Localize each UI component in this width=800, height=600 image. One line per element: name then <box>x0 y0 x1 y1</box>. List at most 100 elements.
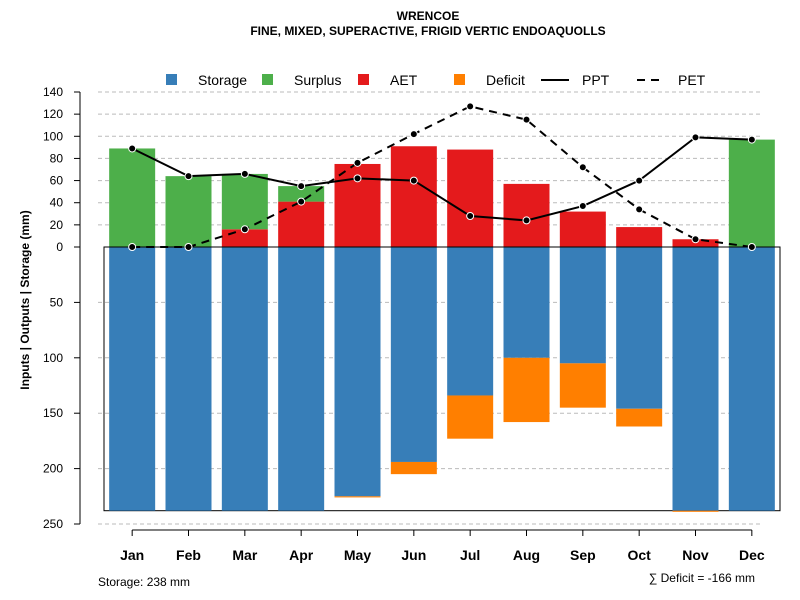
aet-bar <box>616 227 663 247</box>
ppt-line-point <box>578 202 587 211</box>
storage-bar <box>390 247 437 462</box>
storage-bar <box>165 247 212 511</box>
deficit-bar <box>616 408 663 427</box>
y-tick-label: 140 <box>43 85 63 99</box>
ppt-line-point <box>522 216 531 225</box>
ppt-line-point <box>635 176 644 185</box>
pet-line-point <box>522 115 531 124</box>
y-tick-label: 80 <box>50 151 64 165</box>
storage-bar <box>109 247 156 511</box>
ppt-line-point <box>691 133 700 142</box>
pet-line <box>132 105 752 248</box>
ppt-line-point <box>353 174 362 183</box>
deficit-bar <box>503 357 550 423</box>
chart-title: WRENCOE <box>397 9 460 23</box>
y-tick-label: 0 <box>56 240 63 254</box>
x-tick-label: Dec <box>739 547 765 563</box>
pet-line-point <box>409 130 418 139</box>
pet-line-point <box>466 102 475 111</box>
legend-aet-swatch <box>358 74 369 85</box>
x-tick-label: Aug <box>513 547 540 563</box>
y-tick-label: 250 <box>43 517 63 531</box>
pet-line-point <box>297 197 306 206</box>
lines <box>128 102 756 251</box>
y-tick-label: 150 <box>43 406 63 420</box>
legend-deficit-swatch <box>454 74 465 85</box>
ppt-line-point <box>128 144 137 153</box>
deficit-bar <box>672 510 719 512</box>
storage-bar <box>221 247 268 511</box>
bars <box>103 139 781 512</box>
x-tick-label: Nov <box>682 547 709 563</box>
x-tick-label: Jul <box>460 547 480 563</box>
x-tick-label: Jun <box>401 547 426 563</box>
y-tick-label: 100 <box>43 129 63 143</box>
x-tick-label: Oct <box>627 547 651 563</box>
storage-bar <box>559 247 606 364</box>
surplus-bar <box>278 186 325 202</box>
legend-surplus-swatch <box>262 74 273 85</box>
surplus-bar <box>109 148 156 247</box>
x-tick-label: Sep <box>570 547 596 563</box>
y-tick-label: 120 <box>43 107 63 121</box>
legend-surplus-label: Surplus <box>294 72 341 88</box>
deficit-bar <box>559 363 606 408</box>
deficit-footer: ∑ Deficit = -166 mm <box>649 571 755 585</box>
ppt-line-point <box>747 135 756 144</box>
aet-bar <box>559 211 606 247</box>
legend-storage-swatch <box>166 74 177 85</box>
surplus-bar <box>728 139 775 247</box>
ppt-line-point <box>409 176 418 185</box>
pet-line-point <box>240 225 249 234</box>
storage-footer: Storage: 238 mm <box>98 575 190 589</box>
ppt-line-point <box>466 212 475 220</box>
pet-line-point <box>128 243 137 251</box>
y-tick-label: 40 <box>50 196 64 210</box>
x-tick-label: Feb <box>176 547 201 563</box>
y-tick-label: 200 <box>43 462 63 476</box>
surplus-bar <box>221 173 268 230</box>
deficit-bar <box>390 461 437 475</box>
ppt-line-point <box>184 172 193 181</box>
pet-line-point <box>747 243 756 251</box>
legend-ppt-label: PPT <box>582 72 610 88</box>
surplus-bar <box>165 176 212 247</box>
x-tick-label: May <box>344 547 371 563</box>
legend: Storage Surplus AET Deficit PPT PET <box>166 72 706 88</box>
ppt-line <box>131 136 752 222</box>
y-tick-label: 20 <box>50 218 64 232</box>
deficit-bar <box>447 395 494 439</box>
y-tick-label: 100 <box>43 351 63 365</box>
x-tick-label: Jan <box>120 547 144 563</box>
ppt-line-point <box>297 182 306 191</box>
storage-bar <box>334 247 381 497</box>
pet-line-point <box>635 205 644 214</box>
storage-bar <box>672 247 719 511</box>
y-axis-label: Inputs | Outputs | Storage (mm) <box>18 210 32 389</box>
storage-bar <box>728 247 775 511</box>
y-tick-label: 60 <box>50 174 64 188</box>
ppt-line-point <box>240 169 249 178</box>
chart-subtitle: FINE, MIXED, SUPERACTIVE, FRIGID VERTIC … <box>250 24 605 38</box>
storage-bar <box>278 247 325 511</box>
y-tick-label: 50 <box>50 295 64 309</box>
legend-aet-label: AET <box>390 72 418 88</box>
aet-bar <box>503 183 550 247</box>
deficit-bar <box>334 496 381 498</box>
legend-deficit-label: Deficit <box>486 72 525 88</box>
pet-line-point <box>184 243 193 251</box>
storage-bar <box>503 247 550 358</box>
aet-bar <box>390 146 437 247</box>
pet-line-point <box>691 235 700 244</box>
aet-bar <box>447 149 494 247</box>
storage-bar <box>616 247 663 409</box>
axes: 0 20 40 60 80 100 120 140 50 100 150 200 250 Jan Feb Ma… <box>43 85 765 563</box>
pet-line-point <box>578 163 587 172</box>
pet-line-point <box>353 158 362 167</box>
x-tick-label: Mar <box>232 547 257 563</box>
legend-pet-label: PET <box>678 72 706 88</box>
storage-bar <box>447 247 494 396</box>
legend-storage-label: Storage <box>198 72 247 88</box>
x-tick-label: Apr <box>289 547 314 563</box>
